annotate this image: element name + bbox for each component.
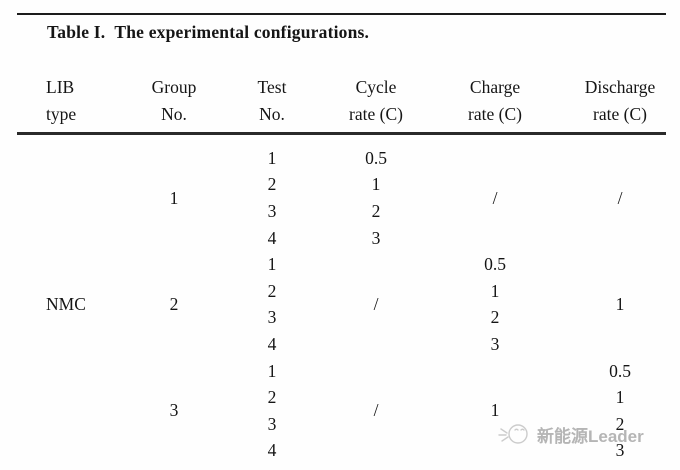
table-caption: Table I. The experimental configurations. [47,22,369,43]
column-header-cycle-rate: Cycle rate (C) [311,74,441,128]
table-column-discharge-rate: / 1 0.5 1 2 3 [555,145,680,464]
table-caption-label: Table I. [47,22,106,42]
cell-charge-rate: 0.5 [484,254,506,275]
cell-test-no: 2 [267,174,277,195]
column-header-line: Discharge [584,77,656,97]
column-header-line: Cycle [355,77,397,97]
column-header-line: Test [257,77,287,97]
cell-charge-rate: / [492,187,498,208]
table-column-cycle-rate: 0.5 1 2 3 / / [311,145,441,464]
column-header-line: LIB [46,77,75,97]
column-header-charge-rate: Charge rate (C) [430,74,560,128]
cell-discharge-rate: / [617,187,623,208]
cell-cycle-rate: 1 [371,174,381,195]
column-header-group-no: Group No. [109,74,239,128]
cell-test-no: 4 [267,333,277,354]
cell-discharge-rate: 0.5 [609,360,631,381]
cell-discharge-rate: 1 [615,387,625,408]
cell-group-no: 3 [169,400,179,421]
cell-lib-type: NMC [46,294,86,315]
cell-test-no: 2 [267,280,277,301]
table-caption-text: The experimental configurations. [114,22,370,42]
cell-cycle-rate: 3 [371,227,381,248]
table-header-rule [17,132,666,135]
cell-discharge-rate: 3 [615,440,625,461]
table-body: NMC 1 2 3 1 2 3 4 1 2 3 4 1 2 3 4 0.5 1 2 3 / / / 0.5 1 2 3 1 / 1 0.5 1… [0,145,680,465]
cell-charge-rate: 3 [490,333,500,354]
cell-test-no: 3 [267,200,277,221]
table-column-lib-type: NMC [46,145,156,464]
cell-cycle-rate: / [373,400,379,421]
cell-test-no: 4 [267,440,277,461]
cell-charge-rate: 1 [490,400,500,421]
cell-cycle-rate: / [373,294,379,315]
column-header-line: rate (C) [468,104,522,124]
cell-cycle-rate: 2 [371,200,381,221]
cell-test-no: 2 [267,387,277,408]
table-column-group-no: 1 2 3 [109,145,239,464]
table-top-rule [17,13,666,15]
column-header-line: No. [259,104,285,124]
column-header-test-no: Test No. [207,74,337,128]
table-column-test-no: 1 2 3 4 1 2 3 4 1 2 3 4 [207,145,337,464]
column-header-line: rate (C) [349,104,403,124]
cell-discharge-rate: 2 [615,413,625,434]
cell-test-no: 1 [267,360,277,381]
cell-charge-rate: 2 [490,307,500,328]
column-header-line: Group [151,77,197,97]
cell-test-no: 1 [267,147,277,168]
cell-test-no: 4 [267,227,277,248]
cell-cycle-rate: 0.5 [365,147,387,168]
column-header-line: Charge [469,77,521,97]
cell-group-no: 1 [169,187,179,208]
cell-test-no: 1 [267,254,277,275]
cell-test-no: 3 [267,307,277,328]
column-header-line: type [46,104,77,124]
table-column-charge-rate: / 0.5 1 2 3 1 [430,145,560,464]
cell-group-no: 2 [169,294,179,315]
cell-test-no: 3 [267,413,277,434]
cell-discharge-rate: 1 [615,294,625,315]
column-header-line: No. [161,104,187,124]
cell-charge-rate: 1 [490,280,500,301]
column-header-discharge-rate: Discharge rate (C) [555,74,680,128]
column-header-lib-type: LIB type [46,74,76,128]
column-header-line: rate (C) [593,104,647,124]
